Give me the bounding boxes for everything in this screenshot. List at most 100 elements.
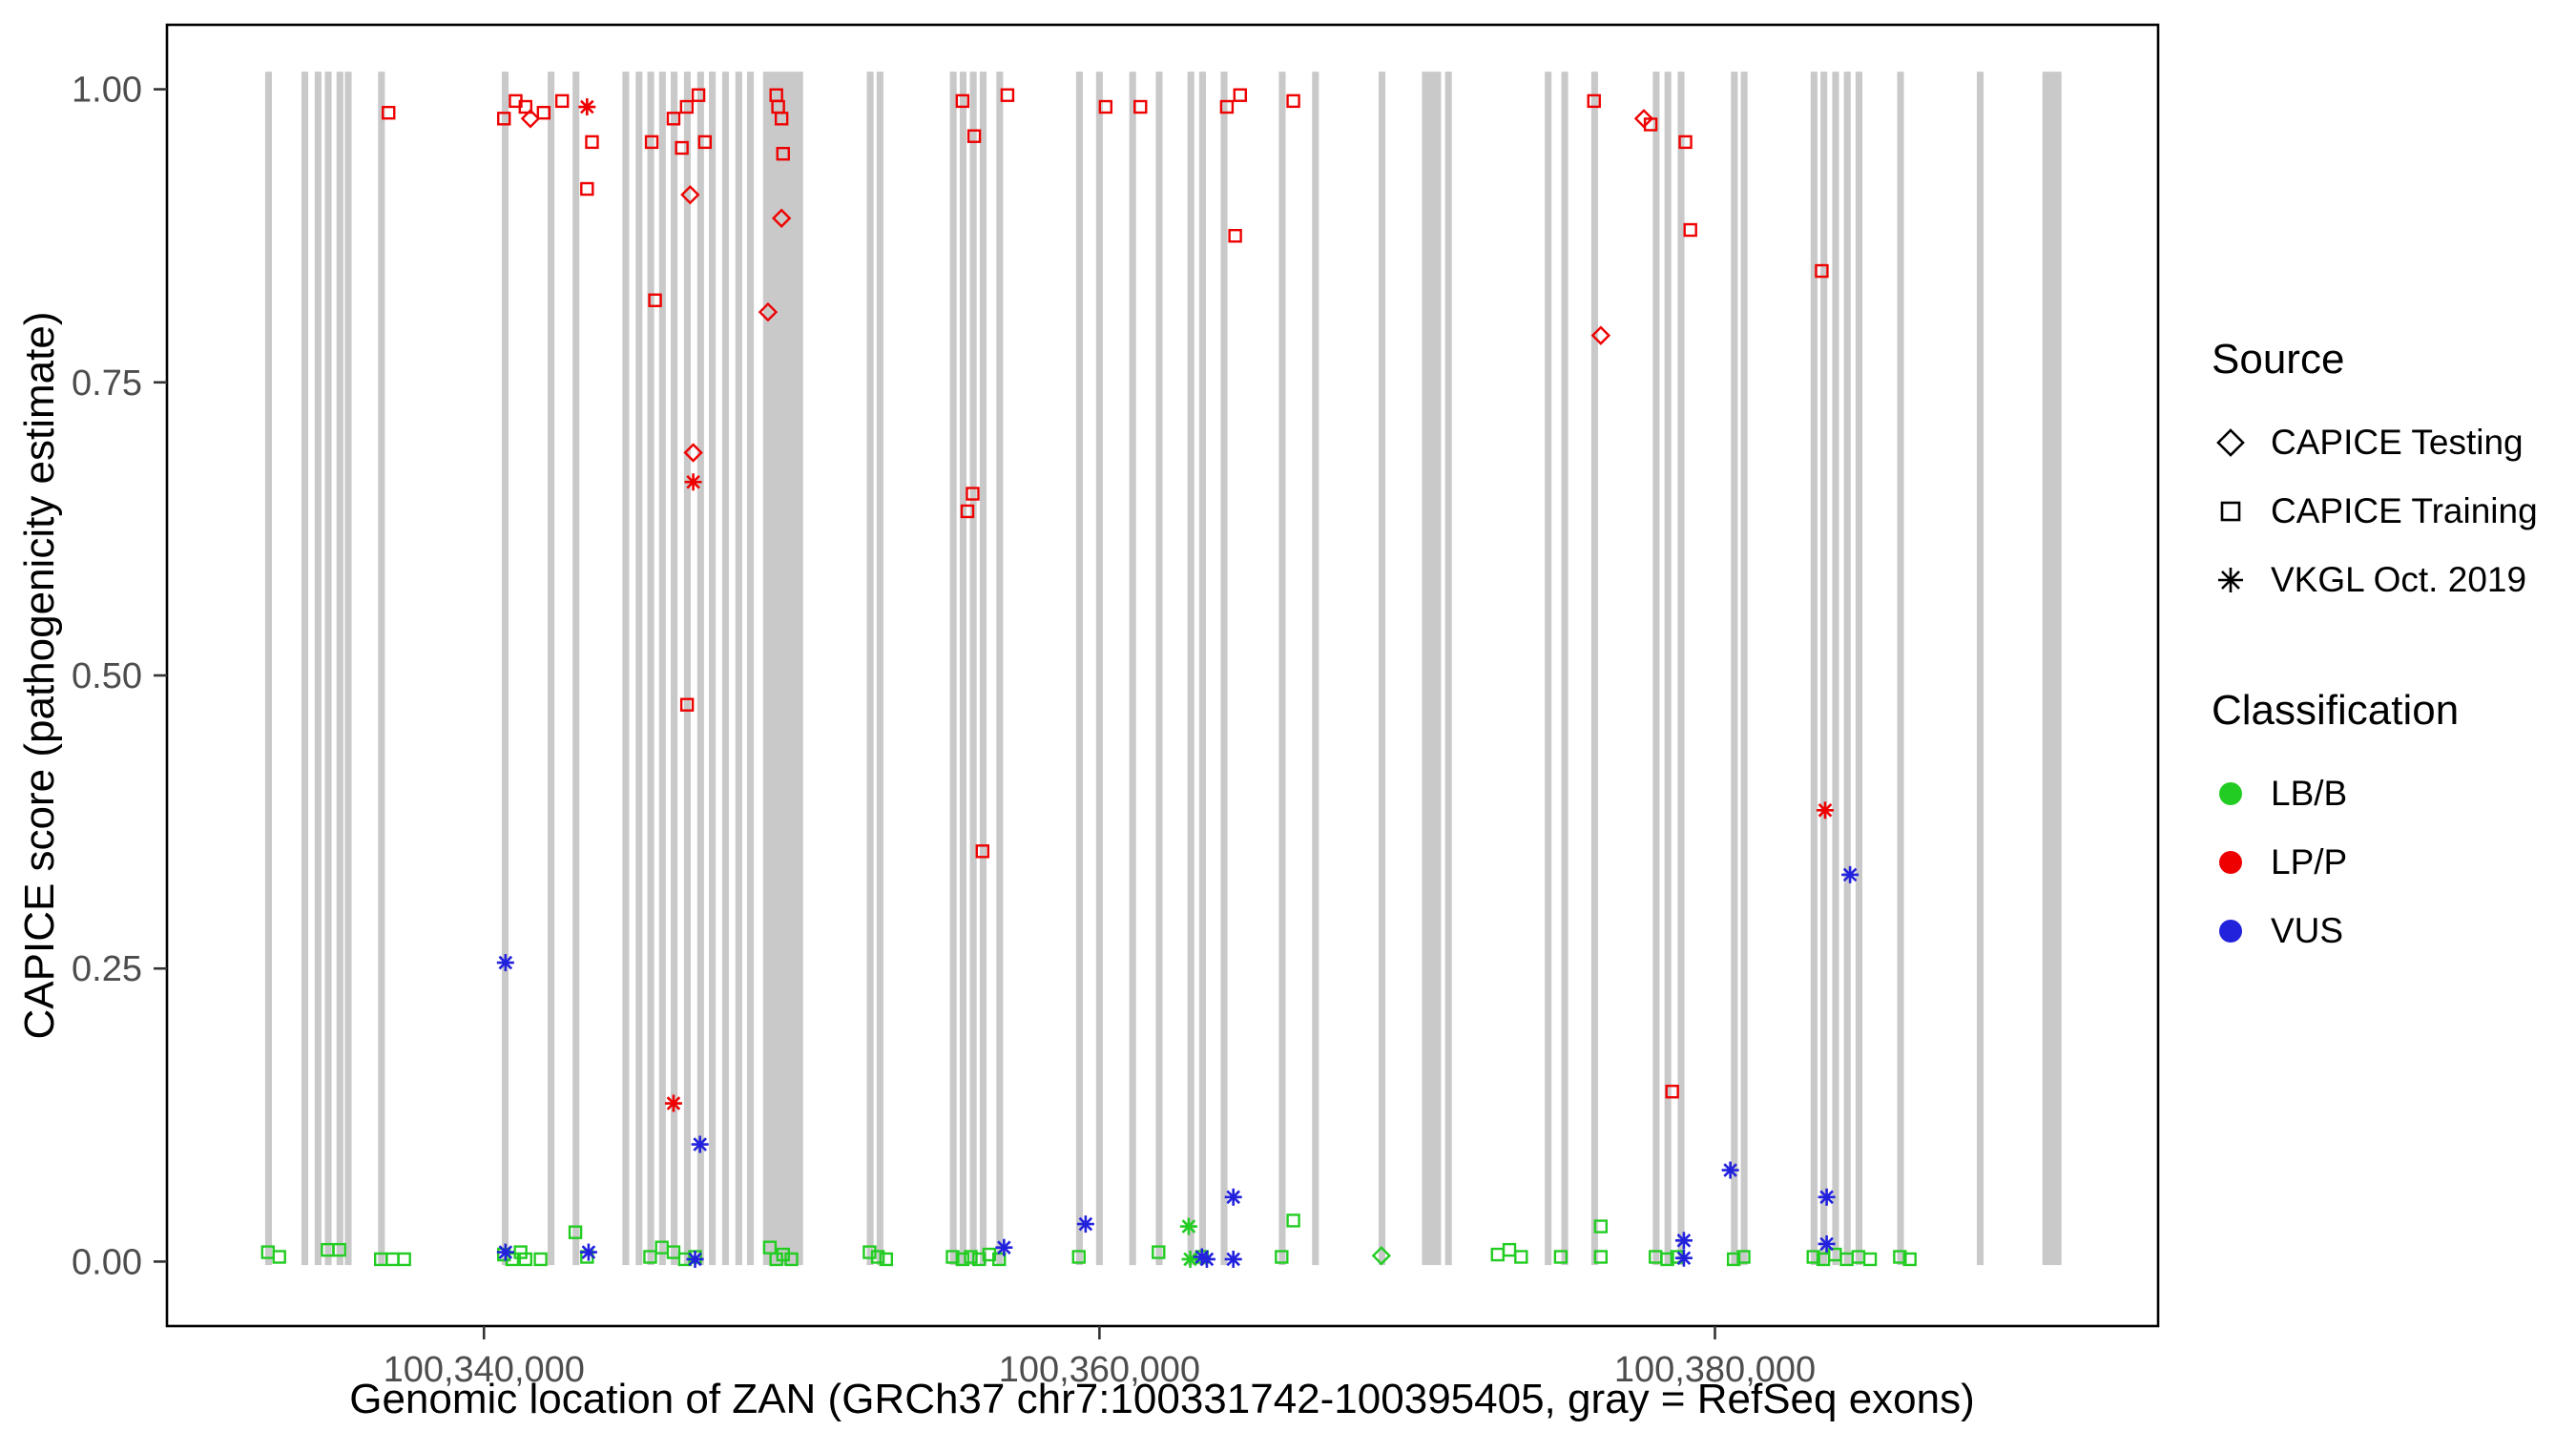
data-point — [1893, 1250, 1907, 1264]
legend-item-label: VKGL Oct. 2019 — [2271, 560, 2527, 599]
exon-bar — [949, 72, 957, 1266]
data-point — [1181, 1250, 1199, 1268]
data-point — [758, 301, 779, 322]
y-tick-label: 0.75 — [72, 363, 142, 404]
legend-panel: Source CAPICE Testing CAPICE Training — [2212, 336, 2538, 965]
legend-spacer — [2212, 614, 2538, 687]
asterisk-icon — [2218, 568, 2243, 592]
data-point — [691, 1135, 709, 1153]
dot-icon — [2219, 851, 2242, 874]
exon-bar — [979, 72, 987, 1266]
exon-bar — [735, 72, 742, 1266]
exon-bar — [1198, 72, 1206, 1266]
y-tick-label: 1.00 — [72, 71, 142, 111]
data-point — [1736, 1250, 1751, 1264]
data-point — [1224, 1250, 1242, 1268]
exon-bar — [622, 72, 630, 1266]
data-point — [1000, 88, 1015, 102]
data-point — [774, 112, 789, 126]
data-point — [1674, 1249, 1693, 1267]
exon-bar — [1843, 72, 1851, 1266]
diamond-icon — [2216, 428, 2245, 457]
exon-bar — [696, 72, 704, 1266]
data-point — [1587, 93, 1601, 109]
exon-bar — [301, 72, 309, 1266]
data-point — [1660, 1252, 1674, 1267]
exon-bar — [336, 72, 343, 1266]
data-point — [518, 1252, 532, 1267]
data-point — [1228, 228, 1242, 243]
data-point — [580, 181, 594, 197]
exon-bar — [1378, 72, 1386, 1266]
exon-bar — [709, 72, 717, 1266]
exon-bar — [324, 72, 332, 1266]
exon-bar — [1561, 72, 1568, 1266]
legend-item-lbb: LB/B — [2212, 759, 2538, 828]
data-point — [680, 184, 700, 205]
dot-icon — [2219, 782, 2242, 805]
data-point — [496, 1243, 514, 1261]
data-point — [1862, 1252, 1878, 1267]
data-point — [1152, 1245, 1166, 1259]
data-point — [691, 88, 706, 102]
legend-item-lpp: LP/P — [2212, 828, 2538, 897]
data-point — [1286, 1213, 1300, 1228]
data-point — [1683, 222, 1697, 238]
data-point — [1179, 1217, 1197, 1235]
data-point — [648, 293, 662, 307]
exon-bar — [264, 72, 272, 1266]
exon-bar — [1155, 72, 1163, 1266]
data-point — [568, 1225, 583, 1239]
exon-bar — [548, 72, 555, 1266]
exon-bar — [1810, 72, 1818, 1266]
legend-source-title: Source — [2212, 336, 2345, 383]
exon-bar — [1731, 72, 1738, 1266]
exon-bar — [378, 72, 385, 1266]
data-point — [382, 105, 396, 120]
exon-bar — [1422, 72, 1442, 1266]
exon-bar — [1855, 72, 1863, 1266]
dot-icon — [2219, 920, 2242, 943]
data-point — [1133, 99, 1148, 114]
legend-classification-title: Classification — [2212, 687, 2460, 734]
data-point — [1233, 88, 1247, 102]
exon-bar — [647, 72, 654, 1266]
data-point — [1841, 865, 1859, 883]
data-point — [679, 99, 695, 114]
legend-item-label: CAPICE Training — [2271, 491, 2538, 530]
exon-bar — [747, 72, 755, 1266]
data-point — [664, 1094, 682, 1112]
data-point — [975, 844, 989, 859]
exon-bar — [572, 72, 580, 1266]
exon-bar — [969, 72, 977, 1266]
exon-bar — [658, 72, 666, 1266]
data-point — [1633, 109, 1654, 129]
data-point — [955, 93, 970, 109]
data-point — [1286, 93, 1300, 109]
data-point — [397, 1252, 411, 1267]
data-point — [520, 109, 541, 129]
data-point — [675, 140, 689, 156]
exon-bar — [1278, 72, 1286, 1266]
exon-bar — [1897, 72, 1904, 1266]
data-point — [879, 1252, 894, 1267]
square-icon — [2220, 501, 2241, 522]
data-point — [697, 135, 713, 150]
data-point — [497, 112, 511, 126]
data-point — [385, 1252, 400, 1267]
data-point — [533, 1252, 548, 1267]
exon-bar — [1444, 72, 1452, 1266]
data-point — [1665, 1085, 1679, 1099]
data-point — [679, 697, 695, 712]
data-point — [870, 1250, 885, 1264]
y-tick-label: 0.50 — [72, 656, 142, 696]
data-point — [554, 93, 570, 109]
data-point — [960, 504, 975, 519]
exon-bar — [1129, 72, 1136, 1266]
exon-bar — [1220, 72, 1228, 1266]
data-point — [1219, 99, 1235, 114]
data-point — [1275, 1250, 1289, 1264]
data-point — [776, 146, 790, 161]
